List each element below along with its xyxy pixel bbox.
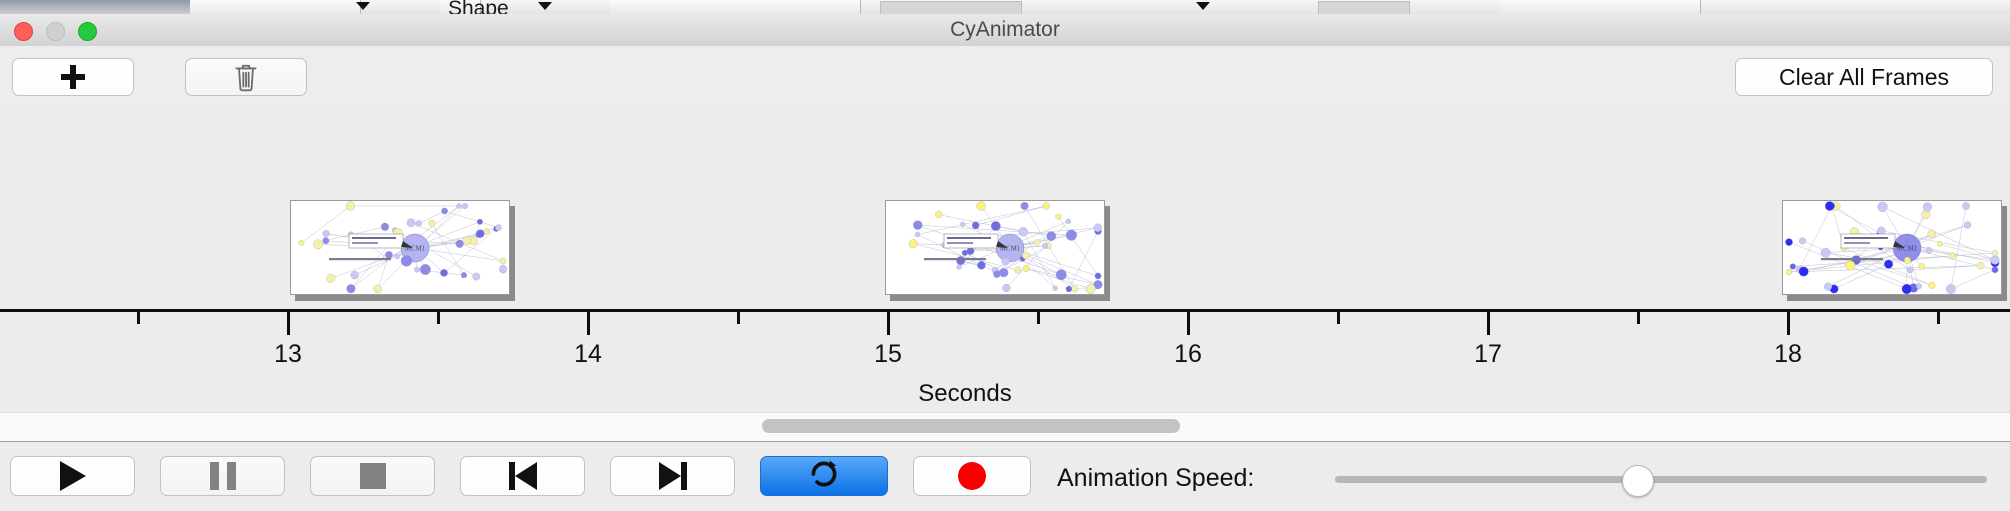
timeline-frame[interactable]: MCM1	[290, 200, 510, 295]
skip-forward-icon	[659, 462, 687, 490]
frame-thumbnail[interactable]: MCM1	[885, 200, 1105, 295]
network-thumbnail-graphic: MCM1	[1783, 201, 2001, 294]
network-thumbnail-graphic: MCM1	[886, 201, 1104, 294]
background-window-cell	[190, 0, 301, 14]
axis-tick-major	[287, 312, 290, 335]
delete-frame-button[interactable]	[185, 58, 307, 96]
next-frame-button[interactable]	[610, 456, 735, 496]
skip-back-icon	[509, 462, 537, 490]
chevron-icon	[356, 2, 370, 10]
axis-tick-label: 13	[274, 340, 302, 369]
toolbar: Clear All Frames	[0, 46, 2010, 108]
play-icon	[60, 461, 86, 491]
pause-icon	[210, 462, 236, 490]
pause-button[interactable]	[160, 456, 285, 496]
record-icon	[958, 462, 986, 490]
axis-tick-label: 14	[574, 340, 602, 369]
previous-frame-button[interactable]	[460, 456, 585, 496]
add-frame-button[interactable]	[12, 58, 134, 96]
timeline-scrollbar-thumb[interactable]	[762, 419, 1180, 433]
background-window-cell	[300, 0, 361, 14]
window-title: CyAnimator	[0, 14, 2010, 46]
stop-button[interactable]	[310, 456, 435, 496]
clear-all-frames-button[interactable]: Clear All Frames	[1735, 58, 1993, 96]
axis-tick-minor	[737, 312, 740, 324]
timeline-frame[interactable]: MCM1	[1782, 200, 2002, 295]
chevron-icon	[1196, 2, 1210, 10]
background-window-cell	[1318, 1, 1410, 15]
animation-speed-slider-thumb[interactable]	[1622, 465, 1654, 497]
axis-tick-major	[587, 312, 590, 335]
network-thumbnail-graphic: MCM1	[291, 201, 509, 294]
axis-tick-major	[1187, 312, 1190, 335]
axis-tick-major	[1787, 312, 1790, 335]
axis-tick-minor	[1337, 312, 1340, 324]
stop-icon	[360, 463, 386, 489]
chevron-icon	[538, 2, 552, 10]
axis-tick-label: 17	[1474, 340, 1502, 369]
axis-tick-major	[887, 312, 890, 335]
trash-icon	[233, 62, 259, 92]
frame-thumbnail[interactable]: MCM1	[290, 200, 510, 295]
background-window-strip: Shape	[0, 0, 2010, 15]
background-window-cell	[880, 1, 1022, 15]
record-button[interactable]	[913, 456, 1031, 496]
axis-title: Seconds	[0, 380, 2010, 408]
loop-icon	[807, 457, 841, 496]
axis-tick-minor	[1637, 312, 1640, 324]
frame-thumbnail[interactable]: MCM1	[1782, 200, 2002, 295]
axis-tick-label: 16	[1174, 340, 1202, 369]
animation-speed-slider-track[interactable]	[1335, 476, 1987, 483]
axis-tick-label: 15	[874, 340, 902, 369]
background-window-cell	[1500, 0, 1701, 14]
axis-tick-label: 18	[1774, 340, 1802, 369]
axis-tick-minor	[1037, 312, 1040, 324]
axis-tick-minor	[137, 312, 140, 324]
loop-button[interactable]	[760, 456, 888, 496]
timeline-frame[interactable]: MCM1	[885, 200, 1105, 295]
plus-icon	[60, 64, 86, 90]
background-window-cell	[610, 0, 861, 14]
background-window-titlebar	[0, 0, 190, 14]
background-window-label: Shape	[448, 0, 509, 15]
animation-speed-label: Animation Speed:	[1057, 464, 1254, 493]
axis-tick-major	[1487, 312, 1490, 335]
title-bar: CyAnimator	[0, 14, 2010, 47]
axis-tick-minor	[1937, 312, 1940, 324]
play-button[interactable]	[10, 456, 135, 496]
timeline-axis-line	[0, 309, 2010, 312]
axis-tick-minor	[437, 312, 440, 324]
